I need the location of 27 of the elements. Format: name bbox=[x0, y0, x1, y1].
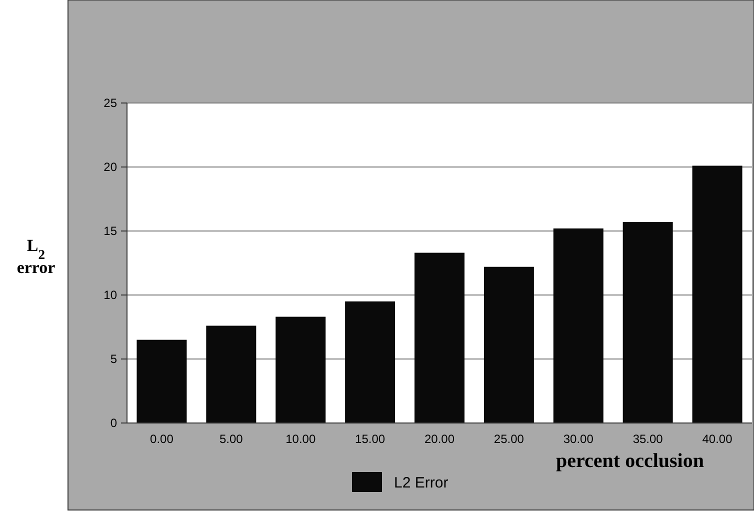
x-tick-label: 5.00 bbox=[219, 432, 244, 446]
x-tick-label: 35.00 bbox=[632, 432, 664, 446]
y-tick-label: 15 bbox=[104, 224, 118, 238]
y-tick-label: 20 bbox=[104, 160, 118, 174]
y-axis-title: L$_{2}$ error bbox=[16, 236, 56, 277]
bar bbox=[484, 266, 534, 423]
bar bbox=[692, 166, 742, 423]
y-tick-label: 0 bbox=[110, 416, 118, 430]
bar bbox=[136, 340, 187, 423]
bar bbox=[276, 316, 326, 423]
legend-label: L2 Error bbox=[394, 474, 448, 492]
bar bbox=[345, 301, 396, 423]
x-tick-label: 40.00 bbox=[702, 432, 733, 446]
x-tick-label: 10.00 bbox=[286, 432, 316, 446]
x-axis-title: percent occlusion bbox=[556, 450, 704, 472]
x-tick-label: 0.00 bbox=[150, 432, 174, 446]
x-tick-label: 25.00 bbox=[494, 432, 524, 446]
bar bbox=[622, 222, 673, 423]
y-tick-label: 10 bbox=[104, 288, 118, 302]
x-tick-label: 30.00 bbox=[563, 432, 594, 446]
y-tick-label: 25 bbox=[104, 96, 118, 110]
bar bbox=[414, 252, 464, 423]
bar bbox=[206, 326, 256, 423]
x-tick-label: 15.00 bbox=[355, 432, 386, 446]
bar bbox=[553, 228, 604, 423]
y-tick-label: 5 bbox=[110, 352, 118, 366]
x-tick-label: 20.00 bbox=[424, 432, 455, 446]
